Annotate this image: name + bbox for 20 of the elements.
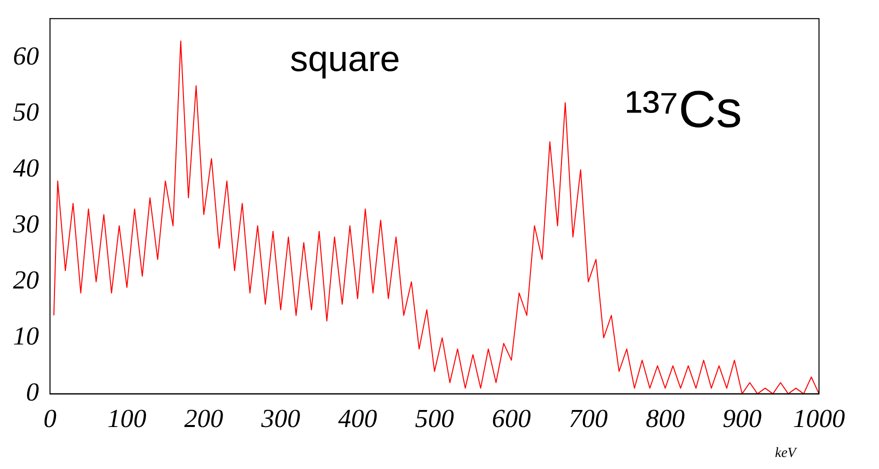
y-tick-label: 10 xyxy=(13,322,39,351)
x-tick-label: 600 xyxy=(492,404,531,434)
x-tick-label: 300 xyxy=(260,404,300,434)
annotation: ¹³⁷Cs xyxy=(625,80,742,140)
x-tick-label: 900 xyxy=(722,404,762,434)
y-tick-label: 60 xyxy=(13,42,39,71)
x-axis-title: keV xyxy=(775,446,796,462)
x-tick-label: 1000 xyxy=(793,404,845,434)
x-tick-label: 400 xyxy=(338,404,378,434)
x-tick-label: 800 xyxy=(646,404,685,434)
y-tick-label: 30 xyxy=(12,210,39,239)
x-tick-label: 100 xyxy=(107,404,146,434)
y-tick-label: 50 xyxy=(13,98,39,127)
x-tick-label: 200 xyxy=(184,404,224,434)
x-tick-label: 500 xyxy=(415,404,454,434)
y-tick-label: 20 xyxy=(13,266,39,295)
x-tick-label: 700 xyxy=(568,404,608,434)
annotation: square xyxy=(290,38,400,80)
y-tick-label: 0 xyxy=(26,378,39,407)
y-tick-label: 40 xyxy=(13,154,39,183)
